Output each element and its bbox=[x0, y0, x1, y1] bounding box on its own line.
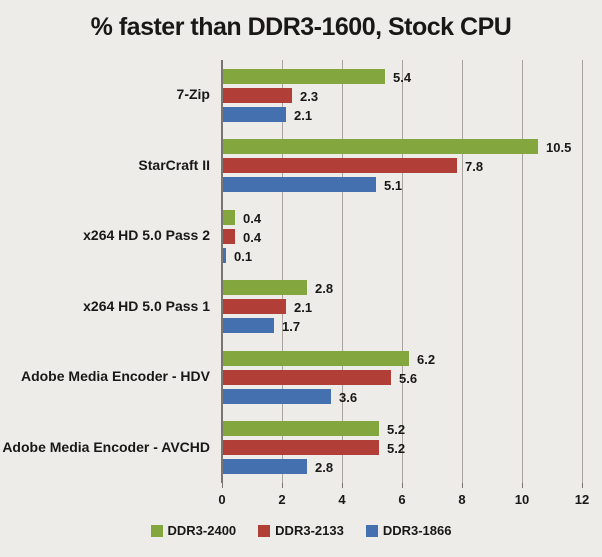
bar-ddr3-1866 bbox=[223, 459, 307, 475]
x-tick-label-8: 8 bbox=[458, 492, 466, 507]
bar-value-label: 2.3 bbox=[300, 88, 319, 104]
bar-value-label: 2.8 bbox=[315, 281, 334, 297]
legend-swatch-icon bbox=[150, 524, 163, 537]
bar-ddr3-1866 bbox=[223, 247, 226, 263]
x-tick-0 bbox=[222, 483, 223, 488]
bar-value-label: 0.1 bbox=[234, 248, 253, 264]
bar-ddr3-2133 bbox=[223, 158, 457, 174]
bar-value-label: 3.6 bbox=[339, 389, 358, 405]
legend-item-ddr3-2133: DDR3-2133 bbox=[258, 523, 344, 538]
gridline-x-12 bbox=[582, 60, 583, 483]
legend-label: DDR3-1866 bbox=[382, 523, 452, 538]
bar-ddr3-2133 bbox=[223, 369, 391, 385]
gridline-x-6 bbox=[402, 60, 403, 483]
x-tick-2 bbox=[282, 483, 283, 488]
bar-ddr3-2133 bbox=[223, 228, 235, 244]
bar-value-label: 5.1 bbox=[384, 178, 403, 194]
bar-value-label: 5.6 bbox=[399, 370, 418, 386]
category-label: x264 HD 5.0 Pass 2 bbox=[83, 227, 210, 244]
bar-ddr3-1866 bbox=[223, 106, 286, 122]
bar-ddr3-2400 bbox=[223, 280, 307, 296]
bar-ddr3-1866 bbox=[223, 177, 376, 193]
y-axis-line bbox=[221, 60, 223, 483]
x-tick-label-4: 4 bbox=[338, 492, 346, 507]
gridline-x-2 bbox=[282, 60, 283, 483]
bar-ddr3-2400 bbox=[223, 350, 409, 366]
bar-ddr3-2133 bbox=[223, 299, 286, 315]
category-label: Adobe Media Encoder - AVCHD bbox=[2, 438, 210, 455]
legend-label: DDR3-2400 bbox=[167, 523, 237, 538]
x-tick-10 bbox=[522, 483, 523, 488]
bar-value-label: 0.4 bbox=[243, 229, 262, 245]
category-label: Adobe Media Encoder - HDV bbox=[20, 368, 210, 385]
gridline-x-4 bbox=[342, 60, 343, 483]
legend-item-ddr3-2400: DDR3-2400 bbox=[150, 523, 237, 538]
gridline-x-10 bbox=[522, 60, 523, 483]
bar-value-label: 0.4 bbox=[243, 210, 262, 226]
legend-swatch-icon bbox=[258, 524, 271, 537]
x-tick-6 bbox=[402, 483, 403, 488]
x-tick-label-10: 10 bbox=[514, 492, 530, 507]
legend-item-ddr3-1866: DDR3-1866 bbox=[365, 523, 452, 538]
x-tick-label-2: 2 bbox=[278, 492, 286, 507]
bar-value-label: 2.1 bbox=[294, 107, 313, 123]
bar-value-label: 5.2 bbox=[387, 441, 406, 457]
bar-value-label: 6.2 bbox=[417, 351, 436, 367]
bar-value-label: 2.8 bbox=[315, 460, 334, 476]
bar-ddr3-2400 bbox=[223, 68, 385, 84]
bar-ddr3-1866 bbox=[223, 318, 274, 334]
x-tick-label-12: 12 bbox=[574, 492, 590, 507]
x-tick-12 bbox=[582, 483, 583, 488]
bar-value-label: 5.4 bbox=[393, 69, 412, 85]
chart-title: % faster than DDR3-1600, Stock CPU bbox=[90, 13, 512, 41]
bar-value-label: 10.5 bbox=[546, 140, 572, 156]
legend-label: DDR3-2133 bbox=[275, 523, 344, 538]
category-label: 7-Zip bbox=[176, 86, 210, 103]
bar-ddr3-2133 bbox=[223, 87, 292, 103]
legend-swatch-icon bbox=[365, 524, 378, 537]
bar-ddr3-2400 bbox=[223, 209, 235, 225]
bar-ddr3-2400 bbox=[223, 139, 538, 155]
category-label: x264 HD 5.0 Pass 1 bbox=[83, 297, 210, 314]
bar-value-label: 2.1 bbox=[294, 300, 313, 316]
bar-value-label: 5.2 bbox=[387, 422, 406, 438]
bar-ddr3-1866 bbox=[223, 388, 331, 404]
bar-ddr3-2400 bbox=[223, 421, 379, 437]
x-tick-8 bbox=[462, 483, 463, 488]
x-tick-label-6: 6 bbox=[398, 492, 406, 507]
bar-value-label: 7.8 bbox=[465, 159, 484, 175]
x-tick-4 bbox=[342, 483, 343, 488]
bar-ddr3-2133 bbox=[223, 440, 379, 456]
category-label: StarCraft II bbox=[138, 156, 210, 173]
gridline-x-8 bbox=[462, 60, 463, 483]
bar-value-label: 1.7 bbox=[282, 319, 301, 335]
legend: DDR3-2400 DDR3-2133 DDR3-1866 bbox=[0, 523, 602, 538]
x-tick-label-0: 0 bbox=[218, 492, 226, 507]
